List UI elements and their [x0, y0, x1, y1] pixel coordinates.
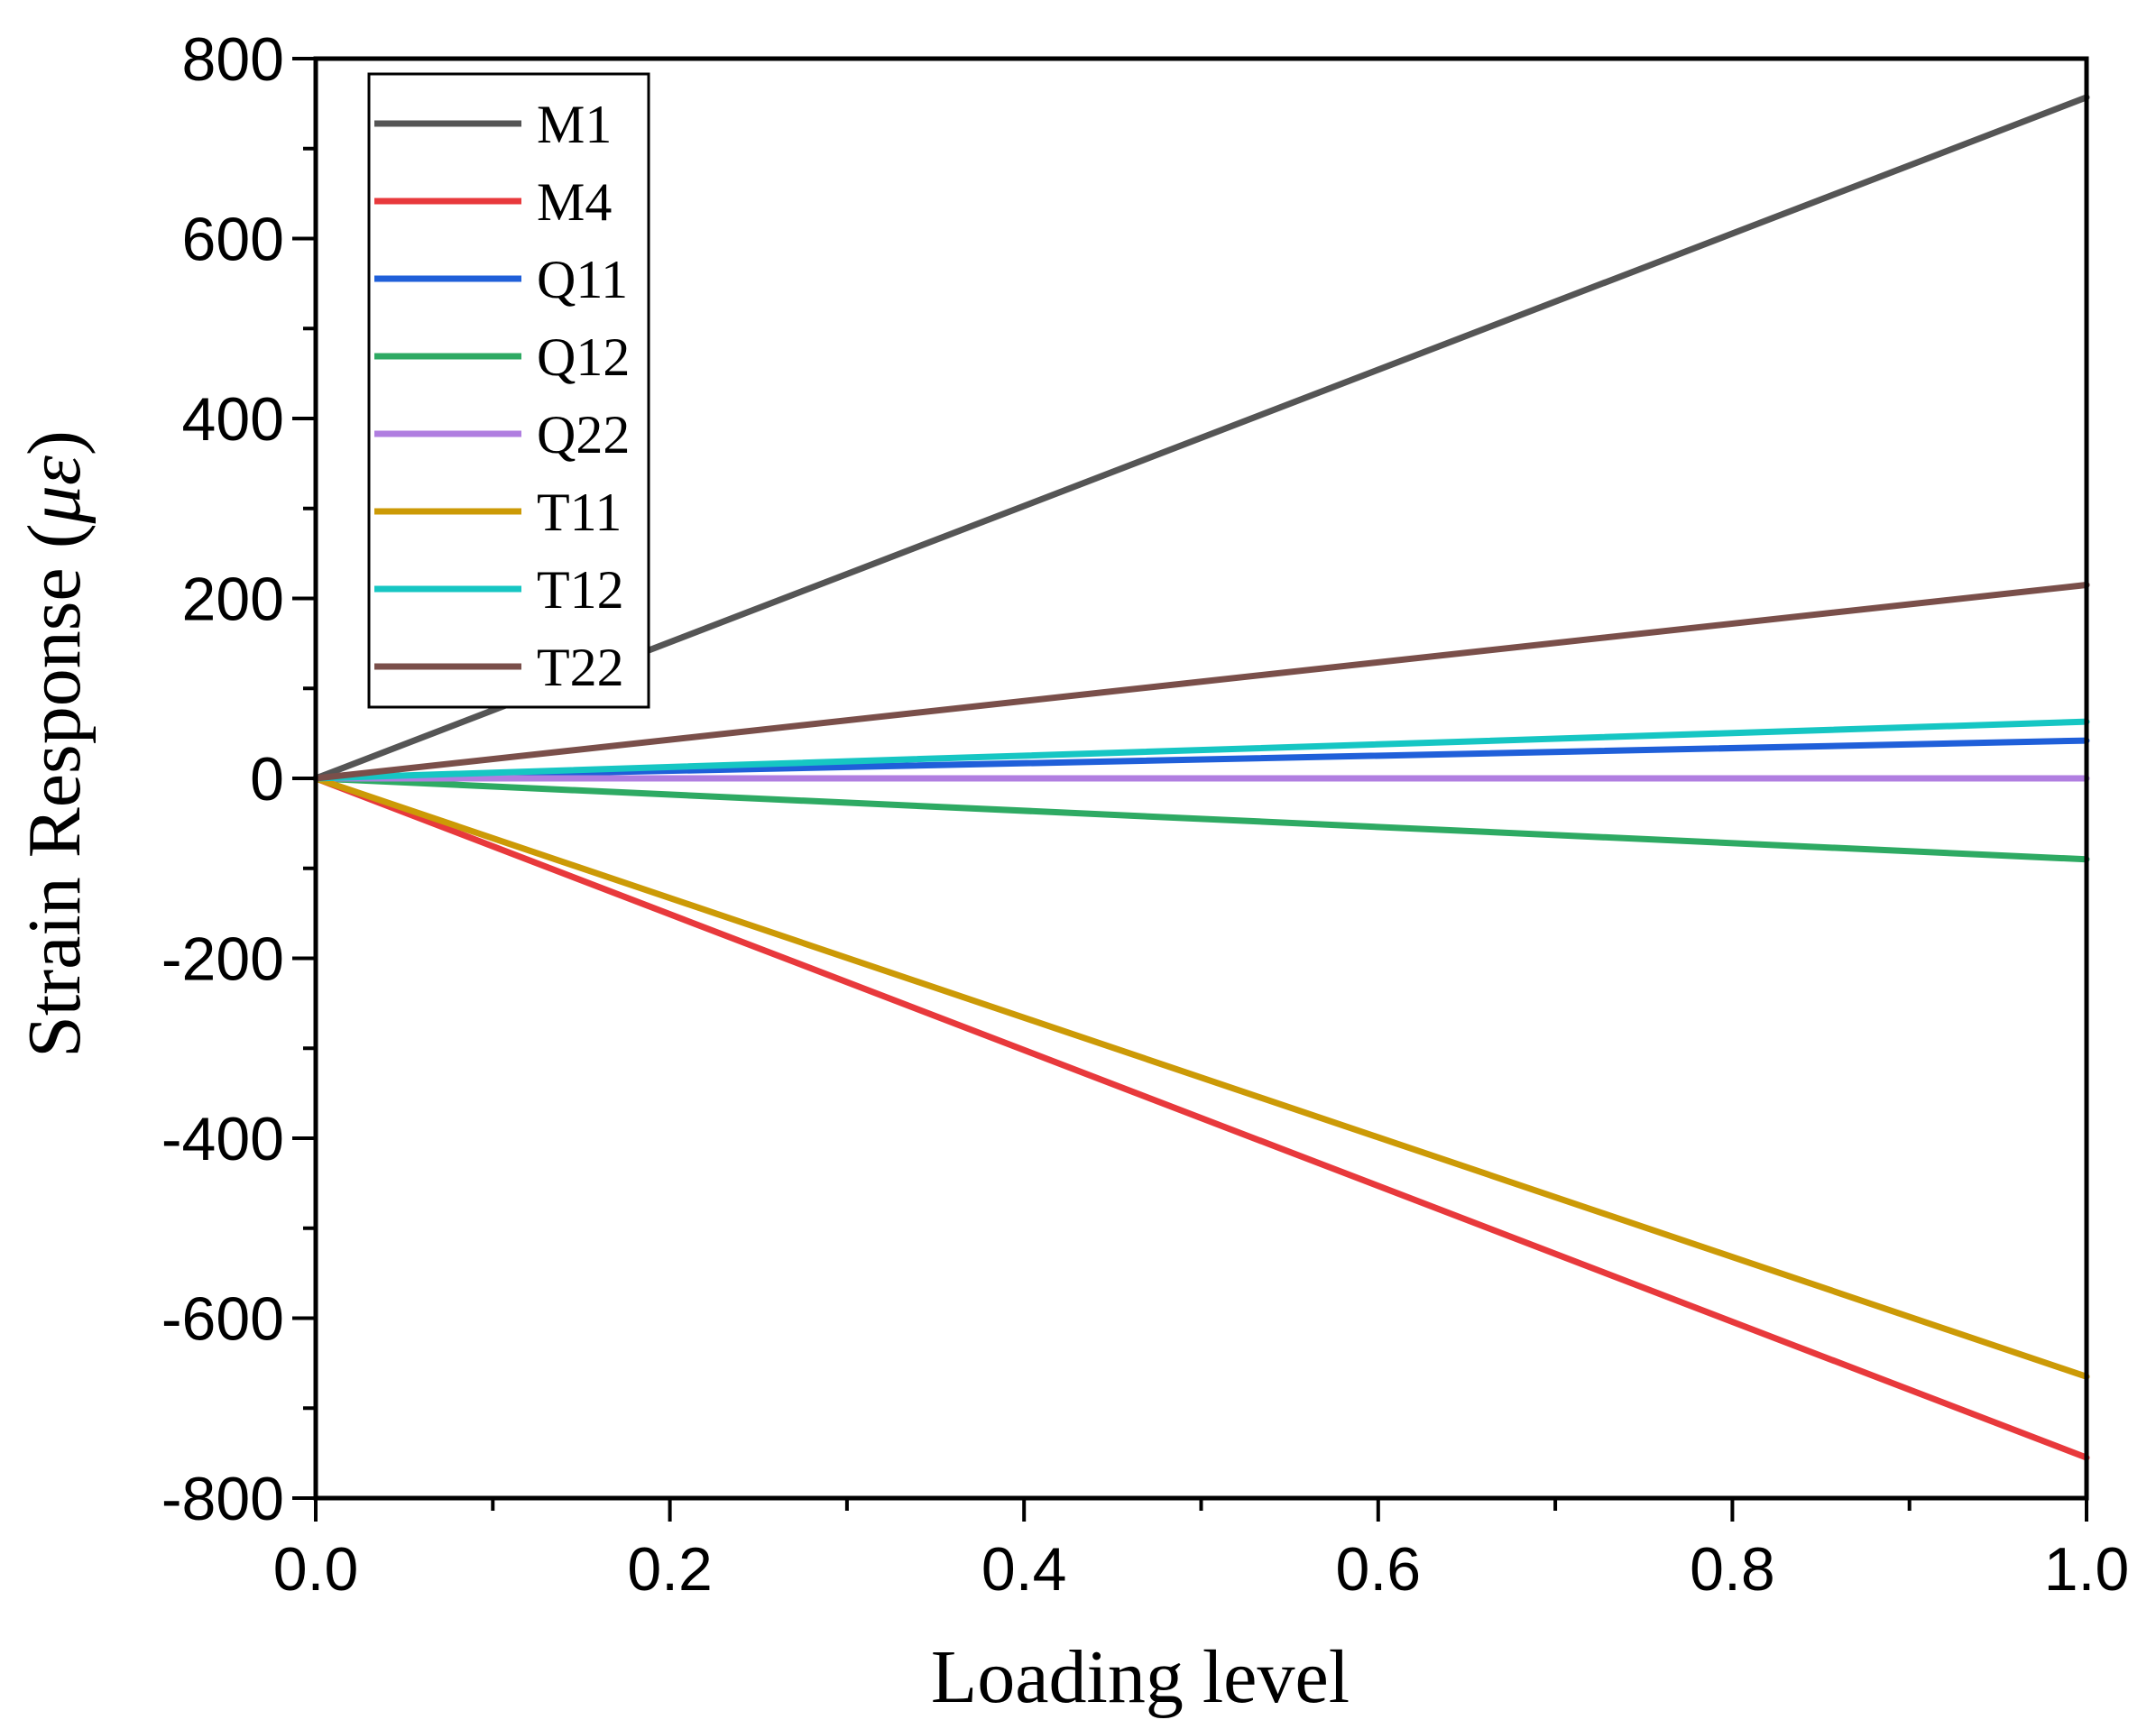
y-tick-label: 600 — [182, 206, 284, 274]
y-tick-label: 0 — [250, 745, 284, 814]
series-layer — [312, 94, 2090, 1461]
legend-label-m1: M1 — [537, 95, 612, 154]
legend: M1 M4 Q11 Q12 Q22 T11 T12 T22 — [367, 72, 650, 709]
y-tick-label: 400 — [182, 385, 284, 454]
y-tick-label: -400 — [161, 1105, 284, 1173]
y-tick-label: -800 — [161, 1465, 284, 1533]
legend-label-q12: Q12 — [537, 327, 630, 387]
series-line-q12 — [312, 775, 2090, 863]
series-line-t22 — [312, 582, 2090, 782]
legend-label-m4: M4 — [537, 172, 612, 232]
y-tick-label: -600 — [161, 1285, 284, 1354]
legend-label-t11: T11 — [537, 483, 622, 542]
y-tick-label: 800 — [182, 25, 284, 94]
legend-label-t22: T22 — [537, 638, 624, 697]
y-axis-title-text: Strain Response ( — [13, 523, 97, 1058]
x-axis: 0.0 0.2 0.4 0.6 0.8 1.0 — [273, 1498, 2130, 1604]
x-tick-label: 0.2 — [627, 1535, 713, 1604]
series-line-t11 — [312, 775, 2090, 1380]
x-tick-label: 0.6 — [1336, 1535, 1422, 1604]
x-tick-label: 0.8 — [1690, 1535, 1775, 1604]
series-line-m4 — [312, 775, 2090, 1461]
y-axis-title-symbol: με — [13, 455, 97, 524]
y-axis-title: Strain Response (με) — [13, 430, 97, 1058]
y-axis: 800 600 400 200 0 -200 -400 -600 -800 — [161, 25, 316, 1533]
legend-label-q11: Q11 — [537, 250, 628, 309]
legend-items: M1 M4 Q11 Q12 Q22 T11 T12 T22 — [374, 95, 630, 697]
x-tick-label: 0.0 — [273, 1535, 359, 1604]
plot-area — [312, 56, 2090, 1501]
y-axis-title-close: ) — [13, 430, 97, 455]
legend-box — [367, 72, 650, 709]
legend-label-q22: Q22 — [537, 405, 630, 464]
series-line-t12 — [312, 718, 2090, 782]
y-tick-label: -200 — [161, 925, 284, 994]
x-tick-label: 1.0 — [2044, 1535, 2130, 1604]
x-axis-title: Loading level — [931, 1635, 1350, 1719]
y-tick-label: 200 — [182, 566, 284, 634]
legend-label-t12: T12 — [537, 560, 624, 620]
x-tick-label: 0.4 — [981, 1535, 1067, 1604]
